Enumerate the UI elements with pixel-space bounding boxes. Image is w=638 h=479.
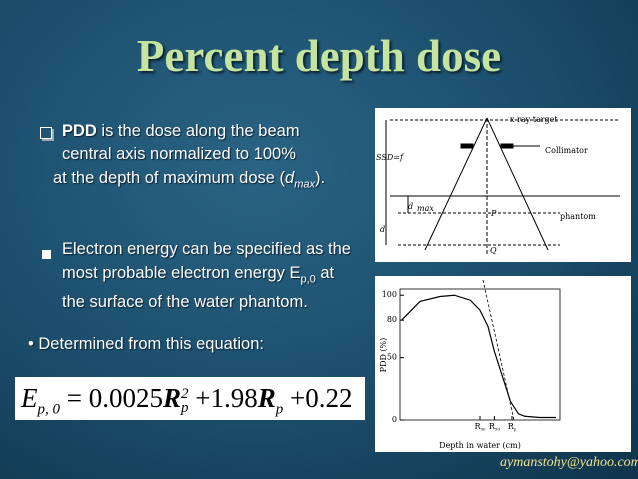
y-axis-title: PDD (%) [379,338,388,373]
text: at the depth of maximum dose ( [53,169,286,187]
label: R [474,422,481,431]
label: R [489,422,496,431]
symbol: E [21,383,38,413]
x-marker-label: Rp [508,422,517,432]
email: aymanstohy@yahoo.com [500,455,638,470]
text: ). [315,169,326,187]
text: is the dose along the beam [96,122,300,140]
y-tick-label: 0 [392,415,397,424]
x-marker-label: R90 [474,422,486,432]
diagram-label: max [417,204,434,213]
subscript: p [181,399,189,416]
title: Percent depth dose [136,31,502,81]
diagram-label: Collimator [545,146,588,155]
chart-panel [375,276,631,452]
superscript: 2 [181,385,189,402]
pdd-curve [401,294,556,419]
diagram-label: phantom [560,212,596,221]
bullet-marker [40,127,52,139]
subscript: p [275,401,284,418]
bullet-text: PDD is the dose along the beam [62,122,300,141]
bullet-marker [42,250,51,259]
subscript: 90 [480,427,486,432]
y-tick-label: 100 [382,290,397,299]
subscript: p [514,427,517,432]
subscript: p, 0 [37,401,61,418]
text: = 0.0025 [66,383,163,413]
bold-term: PDD [62,122,97,140]
bullet-text: • Determined from this equation: [28,335,264,353]
diagram-label: d [408,202,413,211]
diagram-label: SSD=f [376,153,405,162]
subscript: max [294,178,315,191]
diagram-label: x-ray target [510,115,558,124]
diagram-label: P [490,209,497,218]
text: +1.98 [195,383,258,413]
text: at the surface of the water phantom. [62,263,335,312]
x-axis-title: Depth in water (cm) [439,441,521,450]
y-tick-label: 50 [387,353,397,362]
tangent [482,279,515,421]
symbol: d [285,169,295,187]
text: Determined from this equation: [38,335,264,353]
diagram-label: Q [490,246,497,255]
bullet-text: Electron energy can be specified as the … [62,238,352,315]
text: Electron energy can be specified as the … [62,240,351,282]
x-marker-label: R50 [489,422,501,432]
equation: Ep, 0 = 0.0025R 2 p +1.98Rp +0.22 [15,377,365,420]
diagram [385,117,620,256]
diagram-panel [375,108,631,262]
text: +0.22 [290,383,353,413]
subscript: 50 [495,427,501,432]
y-tick-label: 80 [387,315,397,324]
symbol: R [257,383,276,413]
diagram-label: d [380,225,385,234]
label: R [508,422,515,431]
bullet-text: at the depth of maximum dose (dmax). [53,169,325,190]
subscript: p,0 [300,272,316,285]
symbol: R [162,383,181,413]
bullet-text: central axis normalized to 100% [62,145,296,163]
